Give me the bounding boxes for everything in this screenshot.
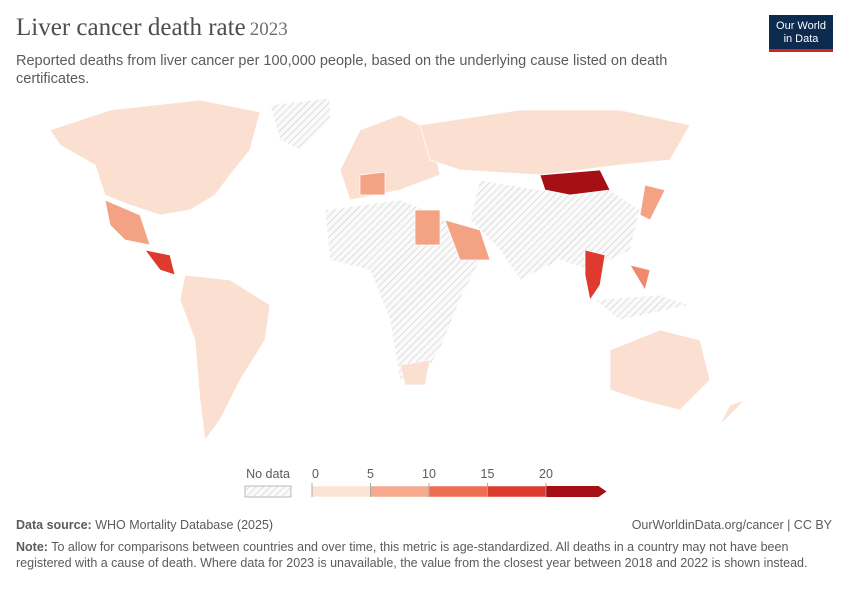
legend-bin	[311, 485, 371, 498]
legend-tick-label: 20	[539, 467, 553, 481]
source-text: WHO Mortality Database (2025)	[95, 518, 274, 532]
legend-bin	[546, 486, 607, 497]
legend-tick-label: 0	[312, 467, 319, 481]
south-africa	[399, 359, 431, 386]
title-block: Liver cancer death rate 2023	[16, 14, 288, 42]
source-label: Data source:	[16, 518, 92, 532]
greenland	[269, 97, 331, 151]
legend-tick-label: 15	[481, 467, 495, 481]
no-data-swatch	[244, 485, 292, 498]
note: Note: To allow for comparisons between c…	[16, 539, 816, 571]
title: Liver cancer death rate	[16, 14, 246, 41]
legend-tick-label: 10	[422, 467, 436, 481]
thailand	[584, 249, 606, 301]
central-america	[144, 249, 176, 276]
south-america	[179, 274, 271, 441]
note-label: Note:	[16, 540, 48, 554]
philippines	[629, 264, 651, 291]
egypt	[414, 209, 441, 246]
legend: 0 5 10 15 20	[311, 467, 607, 498]
north-america	[49, 99, 261, 216]
logo-line: in Data	[783, 33, 819, 45]
saudi-arabia	[444, 219, 491, 261]
url[interactable]: OurWorldinData.org/cancer | CC BY	[631, 518, 832, 532]
no-data-label: No data	[246, 467, 290, 481]
mongolia	[539, 169, 611, 196]
japan	[639, 184, 666, 221]
legend-bin	[428, 485, 488, 498]
legend-bin	[370, 485, 430, 498]
new-zealand	[719, 399, 746, 426]
legend-tick-label: 5	[367, 467, 374, 481]
mexico	[104, 199, 151, 246]
russia	[419, 109, 691, 176]
asia-no-data	[469, 179, 641, 281]
world-map	[49, 97, 746, 441]
france	[359, 171, 386, 196]
legend-bin	[487, 485, 547, 498]
indonesia	[594, 294, 692, 321]
australia	[609, 329, 711, 411]
logo-line: Our World	[776, 20, 826, 32]
year: 2023	[249, 19, 288, 40]
logo[interactable]: Our World in Data	[769, 15, 833, 52]
subtitle: Reported deaths from liver cancer per 10…	[16, 53, 668, 87]
source: Data source: WHO Mortality Database (202…	[16, 517, 273, 533]
note-text: To allow for comparisons between countri…	[16, 540, 808, 570]
